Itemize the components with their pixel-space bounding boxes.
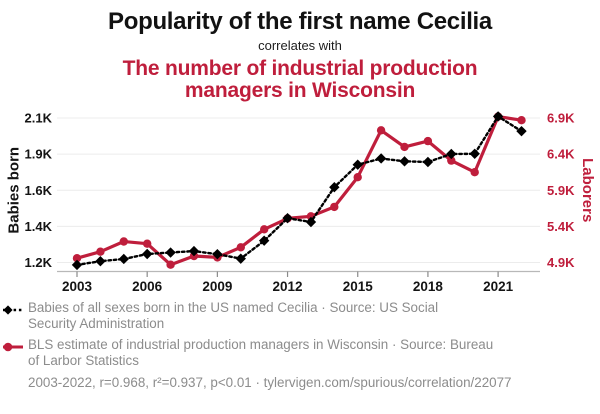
cecilia-data-point — [305, 216, 317, 228]
x-axis-tick-label: 2015 — [343, 279, 374, 294]
cecilia-data-point — [469, 148, 480, 160]
left-axis-title: Babies born — [5, 147, 22, 234]
legend-item-cecilia: Babies of all sexes born in the US named… — [2, 300, 600, 331]
secondary-title: The number of industrial production mana… — [0, 58, 600, 102]
managers-data-point — [72, 254, 82, 263]
correlates-with-subtitle: correlates with — [258, 38, 342, 53]
page-title: Popularity of the first name Cecilia — [108, 8, 492, 35]
managers-data-point — [400, 142, 409, 152]
right-axis-title: Laborers — [579, 158, 596, 222]
right-axis-tick-label: 6.4K — [547, 147, 575, 162]
legend-text-cecilia-line2: Security Administration — [28, 315, 165, 331]
cecilia-data-point — [352, 159, 363, 170]
x-axis-tick-label: 2021 — [483, 279, 514, 294]
stats-footer: 2003-2022, r=0.968, r²=0.937, p<0.01 · t… — [28, 375, 512, 390]
x-axis-tick-label: 2003 — [62, 279, 93, 294]
managers-data-point — [353, 173, 362, 182]
x-axis-tick-label: 2012 — [273, 279, 303, 294]
managers-data-point — [423, 136, 433, 146]
cecilia-data-point — [399, 156, 410, 167]
managers-data-point — [166, 260, 175, 269]
secondary-title-line2: managers in Wisconsin — [184, 79, 416, 102]
managers-data-point — [260, 225, 269, 234]
managers-data-point — [119, 237, 128, 246]
cecilia-data-point — [188, 245, 200, 257]
diamond-glyph — [3, 305, 13, 315]
cecilia-data-point — [71, 259, 83, 271]
legend-text-managers-line1: BLS estimate of industrial production ma… — [28, 337, 494, 352]
cecilia-data-point — [422, 156, 434, 168]
cecilia-data-point — [329, 181, 340, 193]
left-axis-tick-label: 2.1K — [25, 111, 53, 126]
legend-text-managers-line2: of Larbor Statistics — [28, 352, 139, 368]
legend-text-cecilia: Babies of all sexes born in the US named… — [28, 300, 438, 331]
red-circle-solid-series-icon — [3, 342, 23, 352]
managers-data-point — [470, 168, 479, 177]
left-axis-tick-label: 1.9K — [25, 147, 53, 162]
managers-data-point — [96, 247, 105, 256]
left-axis-tick-label: 1.6K — [25, 183, 53, 198]
cecilia-data-point — [282, 212, 293, 224]
secondary-title-line1: The number of industrial production — [122, 57, 478, 80]
right-axis-tick-label: 6.9K — [547, 111, 575, 126]
cecilia-data-point — [95, 256, 106, 267]
cecilia-data-point — [516, 125, 527, 137]
left-axis-tick-label: 1.4K — [25, 219, 53, 234]
right-axis-tick-label: 4.9K — [547, 255, 575, 270]
managers-data-point — [143, 239, 152, 248]
legend-text-managers: BLS estimate of industrial production ma… — [28, 337, 493, 368]
right-axis-tick-label: 5.9K — [547, 183, 575, 198]
x-axis-tick-label: 2009 — [202, 279, 232, 294]
managers-data-point — [330, 202, 339, 212]
legend-item-managers: BLS estimate of industrial production ma… — [2, 337, 600, 368]
chart-legend: Babies of all sexes born in the US named… — [2, 300, 600, 368]
managers-series-line — [75, 115, 524, 267]
circle-glyph — [3, 342, 13, 352]
cecilia-data-point — [212, 248, 223, 260]
correlation-line-chart: 1.2K 4.9K 1.4K 5.4K 1.6K 5.9K 1.9K 6.4K 2.1K 6.9K… — [5, 111, 596, 295]
managers-data-point — [376, 126, 386, 135]
cecilia-data-point — [165, 247, 176, 258]
legend-text-cecilia-line1: Babies of all sexes born in the US named… — [28, 300, 439, 315]
x-axis-tick-label: 2018 — [413, 279, 444, 294]
managers-data-point — [517, 116, 526, 125]
black-diamond-dashed-series-icon — [3, 305, 23, 315]
cecilia-data-point — [141, 248, 153, 260]
right-axis-tick-label: 5.4K — [547, 219, 575, 234]
managers-data-point — [447, 156, 456, 165]
left-axis-tick-label: 1.2K — [25, 255, 53, 270]
x-axis-tick-label: 2006 — [132, 279, 163, 294]
cecilia-data-point — [375, 153, 387, 164]
cecilia-data-point — [258, 235, 270, 246]
managers-data-point — [236, 243, 245, 252]
